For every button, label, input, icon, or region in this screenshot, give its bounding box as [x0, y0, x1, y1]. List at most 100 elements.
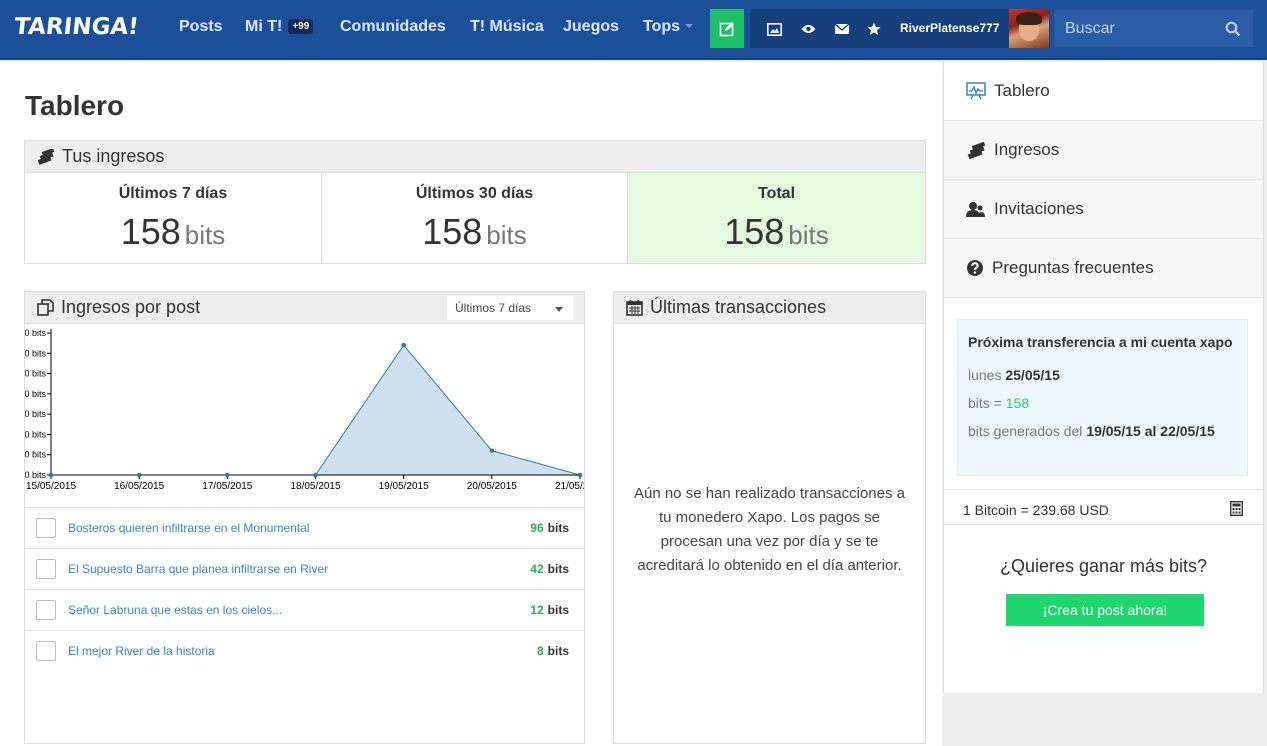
x-tick-label: 18/05/2015 — [290, 481, 340, 492]
post-bits-value: 42 — [530, 562, 544, 576]
post-checkbox[interactable] — [36, 559, 56, 579]
username-link[interactable]: RiverPlatense777 — [900, 21, 1000, 35]
post-bits-value: 96 — [530, 521, 544, 535]
stat-unit: bits — [788, 220, 829, 250]
nav-posts[interactable]: Posts — [179, 18, 223, 36]
create-post-button[interactable]: ¡Crea tu post ahora! — [1006, 594, 1204, 626]
stat-label: Últimos 30 días — [415, 185, 534, 202]
income-panel-title: Tus ingresos — [62, 146, 165, 166]
chart-point — [48, 472, 54, 478]
nav-juegos[interactable]: Juegos — [563, 18, 619, 36]
stat-value: 158 — [120, 211, 181, 252]
table-row: El Supuesto Barra que planea infiltrarse… — [25, 548, 584, 589]
search-input[interactable] — [1055, 10, 1225, 47]
user-toolbar: RiverPlatense777 — [750, 9, 1050, 48]
next-transfer-bits: bits = 158 — [968, 389, 1237, 417]
table-row: El mejor River de la historia 8 bits — [25, 630, 584, 671]
sidebar-item-tablero[interactable]: Tablero — [944, 62, 1263, 121]
notification-badge: +99 — [288, 19, 314, 34]
income-chart: 0 bits 20 bits 40 bits 60 bits 80 bits 100 bi… — [25, 328, 584, 492]
nav-comunidades-label: Comunidades — [340, 18, 446, 35]
post-checkbox[interactable] — [36, 518, 56, 538]
chevron-down-icon — [685, 24, 694, 28]
nav-comunidades[interactable]: Comunidades — [340, 18, 446, 36]
post-title-link[interactable]: El mejor River de la historia — [68, 644, 215, 658]
sidebar-item-invitaciones[interactable]: Invitaciones — [944, 180, 1263, 239]
y-tick-label: 0 bits — [25, 470, 46, 480]
y-tick-label: 20 bits — [25, 450, 46, 460]
income-panel: Tus ingresos Últimos 7 días 158 bits Últi… — [24, 140, 926, 264]
date-label: lunes — [968, 367, 1002, 383]
nav-tops[interactable]: Tops — [643, 18, 694, 36]
post-title-link[interactable]: Bosteros quieren infiltrarse en el Monum… — [68, 521, 310, 535]
x-tick-label: 17/05/2015 — [202, 481, 252, 492]
post-title-link[interactable]: El Supuesto Barra que planea infiltrarse… — [68, 562, 329, 576]
x-tick-label: 19/05/2015 — [379, 481, 429, 492]
period-select[interactable]: Últimos 7 días — [446, 295, 574, 321]
taringa-logo[interactable]: TARINGA! — [12, 14, 140, 40]
nav-juegos-label: Juegos — [563, 18, 620, 35]
chart-point — [489, 448, 495, 453]
stat-unit: bits — [184, 220, 226, 250]
sidebar-item-label: Invitaciones — [994, 199, 1084, 218]
empty-transactions-message: Aún no se han realizado transacciones a … — [633, 485, 905, 574]
x-tick-label: 20/05/2015 — [467, 481, 517, 492]
mail-icon[interactable] — [834, 21, 850, 37]
sidebar-item-label: Ingresos — [994, 140, 1060, 159]
stat-label: Total — [757, 185, 796, 202]
range-label: bits generados del — [968, 423, 1083, 439]
bits-value: 158 — [1005, 395, 1030, 411]
page-title: Tablero — [25, 90, 125, 121]
chevron-down-icon — [555, 307, 563, 312]
search-box — [1054, 9, 1254, 48]
search-icon[interactable] — [1225, 21, 1241, 37]
sidebar-item-ingresos[interactable]: Ingresos — [944, 121, 1263, 180]
cta-question: ¿Quieres ganar más bits? — [999, 556, 1208, 576]
next-transfer-range: bits generados del 19/05/15 al 22/05/15 — [968, 417, 1237, 445]
question-icon — [967, 260, 983, 276]
post-bits-unit: bits — [547, 521, 569, 535]
calendar-icon — [626, 300, 643, 316]
y-tick-label: 80 bits — [25, 389, 46, 399]
post-bits: 96 bits — [530, 521, 569, 535]
range-sep: al — [1144, 423, 1157, 439]
per-post-panel-header: Ingresos por post Últimos 7 días — [25, 292, 584, 324]
copy-icon — [37, 299, 54, 316]
x-tick-label: 15/05/2015 — [26, 481, 76, 492]
y-tick-label: 60 bits — [25, 409, 46, 419]
eye-icon[interactable] — [800, 21, 816, 37]
star-icon[interactable] — [866, 21, 882, 37]
income-per-post-panel: Ingresos por post Últimos 7 días 0 bits 2… — [24, 291, 585, 744]
post-bits-unit: bits — [547, 562, 569, 576]
edit-icon — [719, 21, 734, 36]
calculator-icon[interactable] — [1230, 501, 1243, 516]
sidebar-item-label: Preguntas frecuentes — [992, 258, 1154, 277]
chart-point — [225, 472, 230, 478]
new-post-button[interactable] — [710, 9, 744, 48]
range-to: 22/05/15 — [1160, 423, 1215, 439]
avatar[interactable] — [1009, 9, 1049, 48]
period-select-value: Últimos 7 días — [455, 301, 532, 315]
stat-last-30-days: Últimos 30 días 158 bits — [322, 173, 628, 263]
post-checkbox[interactable] — [36, 641, 56, 661]
y-tick-label: 40 bits — [25, 429, 46, 439]
bitcoin-rate: 1 Bitcoin = 239.68 USD — [944, 489, 1263, 525]
table-row: Bosteros quieren infiltrarse en el Monum… — [25, 507, 584, 548]
money-icon — [37, 148, 55, 165]
post-title-link[interactable]: Señor Labruna que estas en los cielos... — [68, 603, 283, 617]
sidebar-item-faq[interactable]: Preguntas frecuentes — [944, 239, 1263, 298]
stat-value-group: 158 bits — [322, 211, 627, 253]
nav-posts-label: Posts — [179, 18, 223, 35]
post-checkbox[interactable] — [36, 600, 56, 620]
chart-point — [401, 342, 406, 348]
income-panel-header: Tus ingresos — [25, 141, 925, 173]
bitcoin-rate-text: 1 Bitcoin = 239.68 USD — [963, 502, 1109, 518]
post-bits: 12 bits — [530, 603, 569, 617]
post-bits-unit: bits — [547, 644, 569, 658]
chart-point — [136, 472, 142, 478]
chart-icon — [966, 82, 986, 100]
nav-mi-t[interactable]: Mi T! +99 — [245, 18, 314, 36]
image-icon[interactable] — [766, 21, 782, 37]
stat-unit: bits — [486, 220, 527, 250]
nav-musica[interactable]: T! Música — [470, 18, 544, 36]
